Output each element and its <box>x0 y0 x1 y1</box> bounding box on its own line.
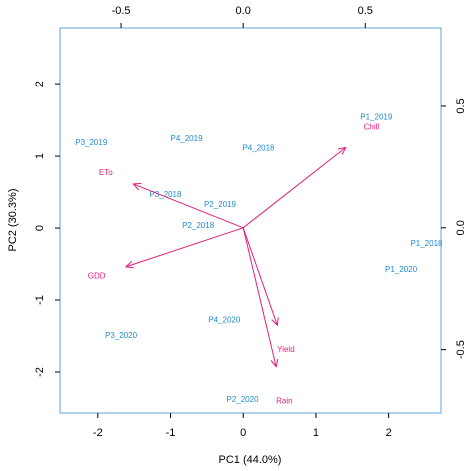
loading-arrow <box>242 146 347 229</box>
loading-arrow <box>132 182 244 229</box>
x-tick-label: -1 <box>166 427 176 439</box>
x2-tick-label: -0.5 <box>112 5 131 17</box>
x-tick-label: -2 <box>93 427 103 439</box>
loading-label: Chill <box>364 122 380 131</box>
score-label: P1_2019 <box>360 112 393 121</box>
score-label: P2_2020 <box>226 395 259 404</box>
score-label: P3_2018 <box>149 190 182 199</box>
loading-label: ETo <box>99 168 113 177</box>
loading-label: Rain <box>276 397 292 406</box>
score-label: P1_2018 <box>410 239 443 248</box>
loading-arrow <box>242 227 279 327</box>
plot-box <box>59 27 442 414</box>
y-tick-label: 2 <box>34 81 46 87</box>
score-label: P2_2019 <box>204 200 237 209</box>
x-tick-label: 0 <box>240 427 246 439</box>
score-label: P2_2018 <box>182 221 215 230</box>
score-label: P4_2018 <box>242 143 275 152</box>
loading-label: Yield <box>277 345 295 354</box>
loading-arrow <box>124 227 244 269</box>
y2-tick-label: 0.5 <box>455 98 467 113</box>
loading-arrow <box>242 227 279 368</box>
x2-tick-label: 0.5 <box>358 5 373 17</box>
y2-tick-label: -0.5 <box>455 340 467 359</box>
y-axis-title: PC2 (30.3%) <box>7 189 19 252</box>
y-tick-label: 1 <box>34 153 46 159</box>
y2-tick-label: 0.0 <box>455 220 467 235</box>
score-label: P4_2020 <box>208 315 241 324</box>
y-tick-label: -2 <box>34 367 46 377</box>
y-tick-label: -1 <box>34 295 46 305</box>
x2-tick-label: 0.0 <box>236 5 251 17</box>
loading-label: GDD <box>88 272 106 281</box>
x-axis-title: PC1 (44.0%) <box>219 454 282 466</box>
x-tick-label: 2 <box>386 427 392 439</box>
score-label: P3_2019 <box>75 138 108 147</box>
score-label: P4_2019 <box>170 134 203 143</box>
score-label: P3_2020 <box>105 331 138 340</box>
y-tick-label: 0 <box>34 225 46 231</box>
score-label: P1_2020 <box>385 265 418 274</box>
x-tick-label: 1 <box>313 427 319 439</box>
